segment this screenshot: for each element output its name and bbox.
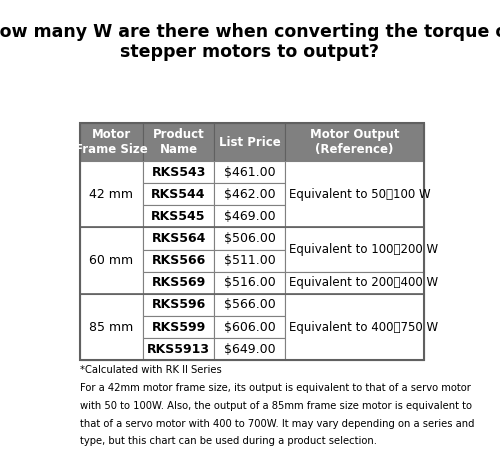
Bar <box>214 294 286 316</box>
Bar <box>214 123 286 161</box>
Bar <box>80 228 143 294</box>
Text: $462.00: $462.00 <box>224 188 276 201</box>
Text: $511.00: $511.00 <box>224 254 276 267</box>
Bar <box>143 183 214 205</box>
Text: RKS599: RKS599 <box>152 320 206 334</box>
Bar <box>286 123 424 161</box>
Bar <box>214 205 286 228</box>
Text: RKS544: RKS544 <box>152 188 206 201</box>
Bar <box>286 272 424 294</box>
Bar <box>214 228 286 250</box>
Text: RKS596: RKS596 <box>152 298 206 312</box>
Text: $566.00: $566.00 <box>224 298 276 312</box>
Text: $516.00: $516.00 <box>224 276 276 289</box>
Text: How many W are there when converting the torque of
stepper motors to output?: How many W are there when converting the… <box>0 23 500 61</box>
Bar <box>214 183 286 205</box>
Text: 60 mm: 60 mm <box>90 254 134 267</box>
Bar <box>143 250 214 272</box>
Bar <box>214 316 286 338</box>
Bar <box>214 161 286 183</box>
Text: Equivalent to 400～750 W: Equivalent to 400～750 W <box>289 320 438 334</box>
Text: Product
Name: Product Name <box>152 128 204 156</box>
Text: For a 42mm motor frame size, its output is equivalent to that of a servo motor: For a 42mm motor frame size, its output … <box>80 383 470 393</box>
Bar <box>80 123 143 161</box>
Bar <box>286 161 424 228</box>
Text: List Price: List Price <box>219 135 280 149</box>
Bar <box>286 294 424 360</box>
Text: $606.00: $606.00 <box>224 320 276 334</box>
Bar <box>80 123 424 360</box>
Text: 85 mm: 85 mm <box>89 320 134 334</box>
Text: RKS545: RKS545 <box>152 210 206 223</box>
Text: Motor Output
(Reference): Motor Output (Reference) <box>310 128 400 156</box>
Bar <box>214 338 286 360</box>
Bar <box>214 272 286 294</box>
Text: RKS566: RKS566 <box>152 254 206 267</box>
Text: Equivalent to 100～200 W: Equivalent to 100～200 W <box>289 243 438 256</box>
Text: Motor
Frame Size: Motor Frame Size <box>75 128 148 156</box>
Bar <box>214 250 286 272</box>
Bar <box>143 294 214 316</box>
Text: $649.00: $649.00 <box>224 343 276 356</box>
Bar <box>143 205 214 228</box>
Bar <box>143 272 214 294</box>
Text: RKS543: RKS543 <box>152 166 206 178</box>
Bar <box>143 161 214 183</box>
Text: $461.00: $461.00 <box>224 166 276 178</box>
Text: RKS5913: RKS5913 <box>147 343 210 356</box>
Text: 42 mm: 42 mm <box>90 188 134 201</box>
Text: *Calculated with RK II Series: *Calculated with RK II Series <box>80 365 222 375</box>
Text: $506.00: $506.00 <box>224 232 276 245</box>
Bar <box>143 316 214 338</box>
Text: RKS569: RKS569 <box>152 276 206 289</box>
Bar <box>286 228 424 272</box>
Text: type, but this chart can be used during a product selection.: type, but this chart can be used during … <box>80 436 376 447</box>
Bar <box>80 294 143 360</box>
Bar <box>143 338 214 360</box>
Text: that of a servo motor with 400 to 700W. It may vary depending on a series and: that of a servo motor with 400 to 700W. … <box>80 419 474 429</box>
Text: Equivalent to 50～100 W: Equivalent to 50～100 W <box>289 188 430 201</box>
Text: RKS564: RKS564 <box>152 232 206 245</box>
Bar <box>80 161 143 228</box>
Bar <box>143 228 214 250</box>
Bar <box>143 123 214 161</box>
Text: Equivalent to 200～400 W: Equivalent to 200～400 W <box>289 276 438 289</box>
Text: $469.00: $469.00 <box>224 210 276 223</box>
Text: with 50 to 100W. Also, the output of a 85mm frame size motor is equivalent to: with 50 to 100W. Also, the output of a 8… <box>80 401 471 411</box>
